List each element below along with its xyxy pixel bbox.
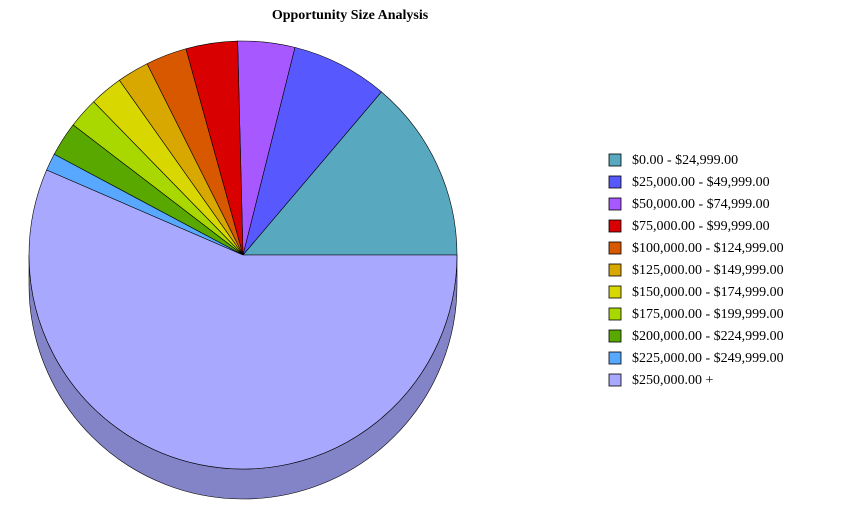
legend-swatch: [608, 307, 622, 321]
pie-slice: [242, 47, 382, 256]
legend-label: $100,000.00 - $124,999.00: [632, 241, 784, 256]
legend-swatch: [608, 373, 622, 387]
legend-swatch: [608, 175, 622, 189]
legend-label: $225,000.00 - $249,999.00: [632, 351, 784, 366]
legend-label: $125,000.00 - $149,999.00: [632, 263, 784, 278]
legend-swatch: [608, 263, 622, 277]
legend-swatch: [608, 351, 622, 365]
legend-swatch: [608, 197, 622, 211]
chart-title: Opportunity Size Analysis: [272, 8, 429, 23]
legend-swatch: [608, 329, 622, 343]
legend-swatch: [608, 219, 622, 233]
legend-swatch: [608, 153, 622, 167]
legend-label: $150,000.00 - $174,999.00: [632, 285, 784, 300]
legend-label: $50,000.00 - $74,999.00: [632, 197, 770, 212]
pie-slice: [242, 91, 458, 256]
legend-swatch: [608, 285, 622, 299]
legend-label: $75,000.00 - $99,999.00: [632, 219, 770, 234]
pie-slice: [28, 169, 458, 470]
legend-label: $25,000.00 - $49,999.00: [632, 175, 770, 190]
legend-label: $175,000.00 - $199,999.00: [632, 307, 784, 322]
legend-label: $250,000.00 +: [632, 373, 714, 388]
legend-label: $200,000.00 - $224,999.00: [632, 329, 784, 344]
legend-label: $0.00 - $24,999.00: [632, 153, 738, 168]
legend-swatch: [608, 241, 622, 255]
